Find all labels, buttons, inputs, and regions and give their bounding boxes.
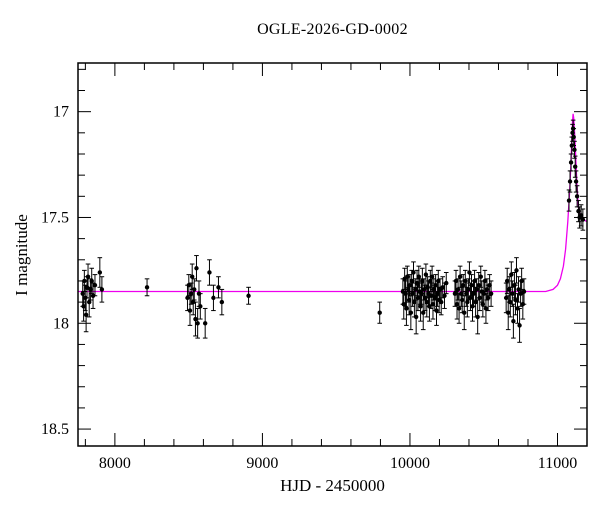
data-point (429, 265, 435, 288)
data-point (514, 257, 519, 284)
data-point (89, 267, 95, 295)
data-point (507, 286, 513, 318)
data-point (423, 263, 429, 286)
data-point (473, 286, 478, 318)
data-point (443, 271, 449, 295)
data-point (144, 278, 150, 297)
data-point (572, 140, 577, 159)
data-point (428, 269, 433, 293)
data-point (465, 286, 470, 318)
data-points (80, 119, 586, 343)
y-tick-label: 17 (53, 104, 69, 121)
data-point (188, 282, 194, 305)
data-point (580, 208, 586, 231)
data-point (83, 297, 89, 333)
data-point (511, 303, 516, 339)
data-point (424, 286, 430, 318)
data-point (194, 255, 199, 282)
data-point (578, 204, 584, 227)
x-axis-label: HJD - 2450000 (280, 476, 385, 495)
data-point (442, 282, 447, 309)
data-point (92, 274, 98, 297)
data-point (453, 269, 459, 293)
data-point (573, 170, 579, 193)
model-curve (78, 113, 587, 293)
data-point (219, 288, 225, 316)
tick-labels: 8000 9000 10000 11000 17 17.5 18 18.5 (41, 104, 577, 472)
data-point (469, 274, 474, 297)
data-point (513, 284, 518, 316)
y-tick-label: 18.5 (41, 421, 69, 438)
data-point (567, 170, 573, 193)
y-tick-label: 18 (53, 315, 69, 332)
data-point (414, 269, 420, 297)
x-tick-label: 11000 (538, 455, 577, 472)
data-point (246, 286, 251, 305)
data-point (418, 291, 423, 322)
chart-title: OGLE-2026-GD-0002 (257, 21, 408, 38)
data-point (211, 284, 216, 312)
data-point (488, 280, 494, 307)
data-point (193, 301, 198, 337)
data-point (454, 288, 460, 320)
data-point (207, 259, 212, 286)
data-point (566, 189, 572, 212)
axis-ticks (78, 63, 587, 446)
data-point (416, 265, 422, 288)
data-point (435, 269, 441, 293)
data-point (202, 307, 208, 339)
data-point (455, 278, 461, 301)
data-point (97, 257, 103, 288)
plot-frame (77, 62, 588, 447)
data-point (509, 261, 514, 288)
data-point (195, 307, 200, 339)
data-point (99, 276, 105, 303)
data-point (467, 261, 472, 284)
data-point (477, 284, 483, 312)
x-tick-label: 8000 (99, 455, 131, 472)
data-point (191, 278, 197, 301)
data-point (483, 293, 489, 324)
data-point (216, 276, 221, 299)
data-point (404, 291, 409, 326)
data-point (521, 278, 527, 305)
data-point (377, 301, 383, 324)
data-point (517, 307, 522, 343)
data-point (461, 295, 467, 331)
data-point (572, 155, 578, 178)
data-point (440, 276, 446, 299)
data-point (415, 284, 421, 312)
x-tick-label: 9000 (246, 455, 278, 472)
data-point (571, 128, 577, 147)
data-point (198, 293, 203, 320)
y-tick-label: 17.5 (41, 209, 69, 226)
x-tick-label: 10000 (390, 455, 430, 472)
data-point (420, 295, 426, 331)
data-point (568, 153, 574, 172)
data-point (478, 265, 484, 288)
data-point (482, 269, 488, 293)
data-point (434, 295, 439, 326)
data-point (85, 263, 91, 290)
data-point (472, 269, 477, 293)
data-point (466, 278, 471, 301)
data-point (574, 185, 580, 208)
